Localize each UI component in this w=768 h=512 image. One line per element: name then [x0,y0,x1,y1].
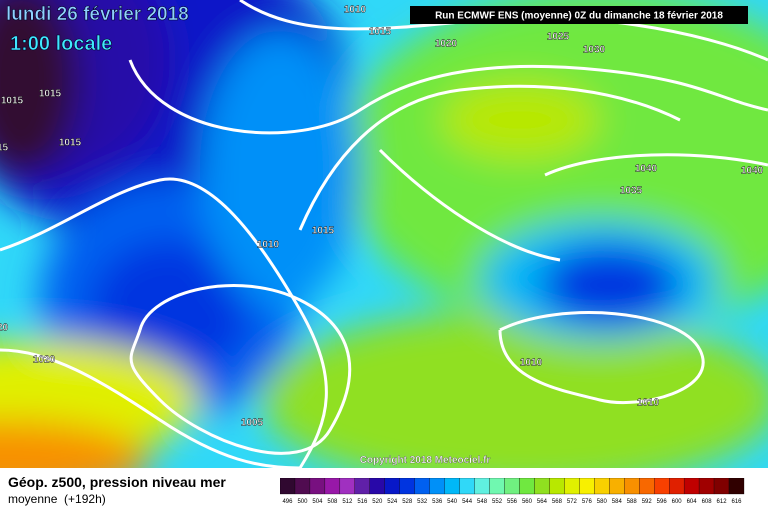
colorbar-swatch [534,478,550,495]
isobar-label: 1025 [547,32,570,43]
colorbar-label: 512 [342,499,353,505]
isobar-label: 1010 [344,5,367,16]
isobar-label: 1020 [0,323,9,334]
colorbar-label: 588 [627,499,638,505]
isobar-label: 1005 [241,418,264,429]
run-banner [410,6,748,24]
colorbar-swatch [429,478,445,495]
colorbar-swatch [579,478,595,495]
isobar-label: 1015 [39,89,62,100]
date: lundi 26 février 2018 [6,4,189,25]
colorbar-swatch [504,478,520,495]
colorbar-label: 568 [552,499,563,505]
isobar-label: 1015 [369,27,392,38]
colorbar-swatch [683,478,700,495]
colorbar-swatch [414,478,430,495]
colorbar-label: 544 [462,499,473,505]
isobar-label: 1040 [741,166,764,177]
isobar-label: 1040 [635,164,658,175]
colorbar-swatch [713,478,730,495]
colorbar-label: 580 [597,499,608,505]
colorbar-label: 616 [732,499,743,505]
copyright: Copyright 2018 Meteociel.fr [360,455,491,466]
footer-title: Géop. z500, pression niveau mer [8,474,226,490]
weather-map: Run ECMWF ENS (moyenne) 0Z du dimanche 1… [0,0,768,468]
colorbar-swatch [309,478,326,495]
colorbar-label: 560 [522,499,533,505]
isobar-label: 1015 [59,138,82,149]
colorbar-swatch [609,478,625,495]
colorbar-swatch [474,478,490,495]
colorbar-swatch [624,478,640,495]
colorbar-label: 592 [642,499,653,505]
run-info: Run ECMWF ENS (moyenne) 0Z du dimanche 1… [435,11,723,22]
isobar-label: 1010 [520,358,543,369]
colorbar-label: 572 [567,499,578,505]
colorbar-swatch [489,478,505,495]
colorbar-swatch [669,478,685,495]
colorbar-swatch [444,478,460,495]
isobar-label: 1015 [0,143,9,154]
colorbar-label: 536 [432,499,443,505]
colorbar-label: 500 [297,499,308,505]
colorbar-label: 528 [402,499,413,505]
colorbar-swatch [399,478,415,495]
colorbar-label: 612 [717,499,728,505]
isobar-label: 1010 [637,398,660,409]
height-field: Run ECMWF ENS (moyenne) 0Z du dimanche 1… [0,0,768,468]
colorbar-label: 556 [507,499,518,505]
colorbar-swatch [728,478,745,495]
colorbar-swatch [564,478,580,495]
isobar-label: 1015 [1,96,24,107]
colorbar-label: 524 [387,499,398,505]
colorbar-label: 508 [327,499,338,505]
isobar-label: 1020 [435,39,458,50]
colorbar: 496 500 504 508 512 516 520 524 528 532 536 540 544 5… [280,478,745,505]
colorbar-swatch [549,478,565,495]
colorbar-swatch [519,478,535,495]
colorbar-label: 596 [657,499,668,505]
colorbar-swatch [639,478,655,495]
isobar-label: 1035 [620,186,643,197]
colorbar-swatch [459,478,475,495]
colorbar-swatch [698,478,715,495]
colorbar-swatch [594,478,610,495]
footer-subtitle: moyenne (+192h) [8,492,106,506]
colorbar-swatch [369,478,385,495]
colorbar-swatch [324,478,341,495]
colorbar-label: 584 [612,499,623,505]
colorbar-label: 600 [672,499,683,505]
colorbar-label: 504 [312,499,323,505]
colorbar-swatch [294,478,311,495]
colorbar-label: 540 [447,499,458,505]
colorbar-swatch [654,478,670,495]
lead-time: (+192h) [64,492,106,506]
colorbar-swatch [280,478,296,495]
time: 1:00 locale [10,33,112,55]
colorbar-swatch [354,478,370,495]
colorbar-label: 552 [492,499,503,505]
isobar-label: 1010 [257,240,280,251]
colorbar-label: 564 [537,499,548,505]
isobar-label: 1015 [312,226,335,237]
colorbar-swatch [339,478,355,495]
colorbar-label: 520 [372,499,383,505]
colorbar-label: 548 [477,499,488,505]
colorbar-label: 496 [282,499,293,505]
colorbar-label: 576 [582,499,593,505]
colorbar-label: 516 [357,499,368,505]
colorbar-label: 604 [687,499,698,505]
isobar-label: 1030 [583,45,606,56]
colorbar-swatch [384,478,400,495]
isobar-label: 1020 [33,355,56,366]
colorbar-label: 532 [417,499,428,505]
colorbar-label: 608 [702,499,713,505]
mean-label: moyenne [8,492,58,506]
